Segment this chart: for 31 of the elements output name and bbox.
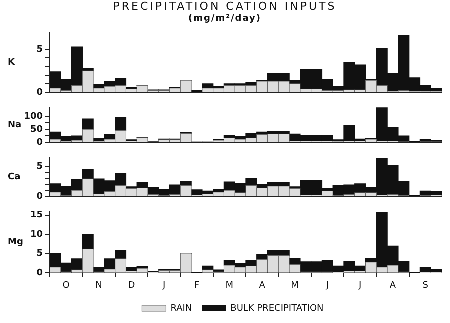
y-axis-title: K (8, 58, 16, 68)
x-tick-label: F (194, 280, 200, 291)
x-tick-label: A (390, 280, 397, 291)
y-axis-title: Na (8, 120, 22, 130)
x-tick-label: S (422, 280, 429, 291)
y-tick-label: 50 (30, 124, 43, 135)
x-tick-label: D (128, 280, 136, 291)
x-tick-label: A (259, 280, 266, 291)
y-axis-title: Mg (8, 238, 24, 248)
x-tick-label: O (62, 280, 70, 291)
x-tick-label: J (325, 280, 329, 291)
y-tick-label: 0 (36, 268, 43, 279)
chart-title: PRECIPITATION CATION INPUTS (112, 0, 338, 13)
y-tick-label: 100 (24, 112, 43, 122)
x-tick-label: J (358, 280, 362, 291)
chart-subtitle: (mg/m²/day) (187, 13, 263, 25)
y-tick-label: 5 (36, 44, 43, 55)
y-tick-label: 5 (36, 162, 43, 172)
legend-label: RAIN (170, 304, 192, 314)
legend-label: BULK PRECIPITATION (230, 304, 324, 314)
y-tick-label: 0 (36, 88, 43, 98)
y-tick-label: 0 (36, 192, 43, 202)
x-tick-label: M (291, 280, 299, 291)
x-tick-label: J (162, 280, 166, 291)
y-tick-label: 5 (36, 249, 43, 260)
y-tick-label: 0 (36, 138, 43, 148)
y-tick-label: 10 (30, 230, 43, 240)
x-tick-label: N (96, 280, 102, 291)
y-axis-title: Ca (8, 172, 21, 182)
y-tick-label: 15 (30, 210, 43, 221)
x-tick-label: M (226, 280, 234, 291)
